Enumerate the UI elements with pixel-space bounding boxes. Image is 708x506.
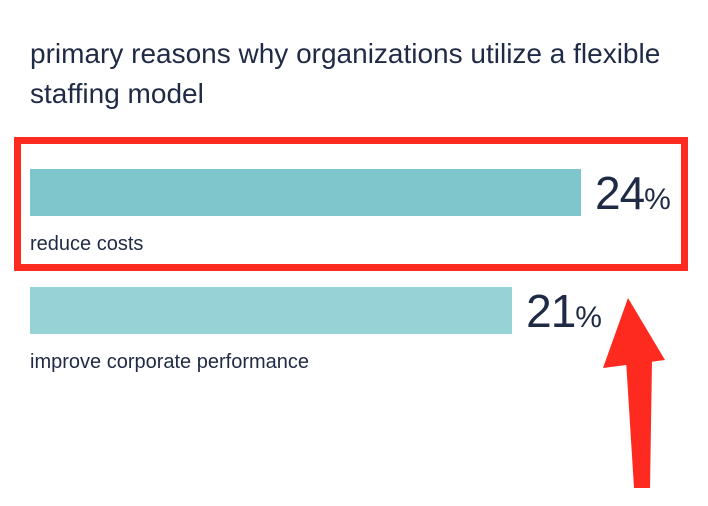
value-unit: % xyxy=(575,301,602,334)
bar-reduce-costs xyxy=(30,169,581,216)
chart-title: primary reasons why organizations utiliz… xyxy=(30,38,661,109)
arrow-head xyxy=(603,298,665,368)
value-label-improve-corporate-performance: 21% xyxy=(526,285,602,344)
value-number: 21 xyxy=(526,285,576,337)
category-label-reduce-costs: reduce costs xyxy=(30,233,144,255)
category-label-improve-corporate-performance: improve corporate performance xyxy=(30,351,310,373)
value-label-reduce-costs: 24% xyxy=(595,167,671,226)
value-number: 24 xyxy=(595,167,645,219)
bar-improve-corporate-performance xyxy=(30,287,513,334)
value-unit: % xyxy=(644,183,671,216)
highlight-box xyxy=(14,137,688,271)
arrow-shaft xyxy=(626,360,652,488)
